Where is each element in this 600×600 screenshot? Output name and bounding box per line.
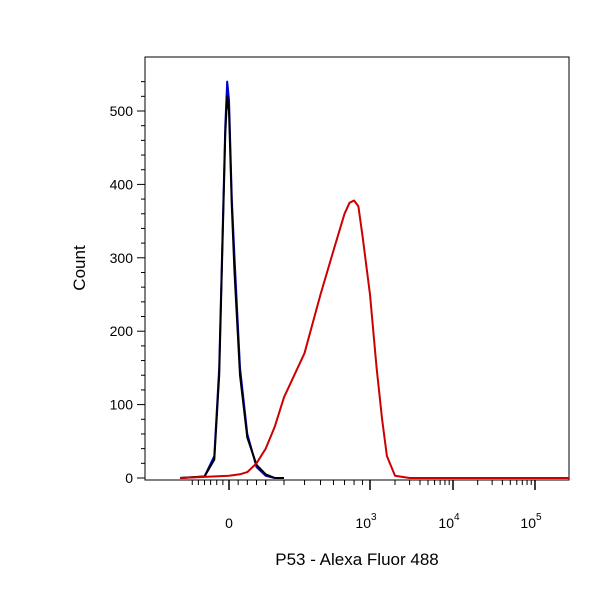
x-tick-label: 104 <box>438 512 460 531</box>
y-axis-title: Count <box>70 245 89 291</box>
x-axis-title: P53 - Alexa Fluor 488 <box>275 550 438 569</box>
series-line-2 <box>179 95 284 479</box>
y-tick-label: 0 <box>125 470 133 486</box>
y-tick-label: 300 <box>110 250 134 266</box>
x-tick-label: 105 <box>520 512 542 531</box>
series-group <box>179 80 569 479</box>
y-tick-label: 500 <box>110 103 134 119</box>
y-tick-label: 100 <box>110 397 134 413</box>
series-line-1 <box>179 80 284 479</box>
y-tick-label: 200 <box>110 323 134 339</box>
x-axis: 0 103 104 105 <box>191 480 542 531</box>
series-line-3 <box>179 199 569 479</box>
x-tick-label: 103 <box>355 512 377 531</box>
x-tick-label: 0 <box>225 515 233 531</box>
y-axis: 0 100 200 300 400 500 <box>110 81 145 486</box>
plot-frame <box>144 56 570 481</box>
y-tick-label: 400 <box>110 176 134 192</box>
